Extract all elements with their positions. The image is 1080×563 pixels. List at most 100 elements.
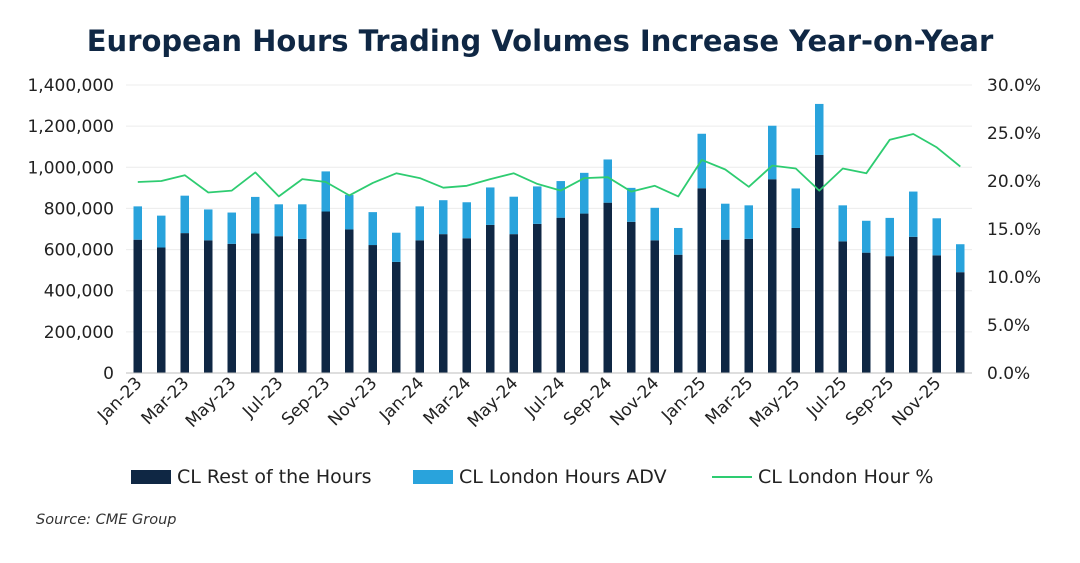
bar-rest <box>556 217 565 373</box>
bar-london <box>157 215 166 248</box>
chart-title: European Hours Trading Volumes Increase … <box>86 24 994 58</box>
x-tick-label: Sep-25 <box>842 373 898 429</box>
bar-london <box>674 227 683 255</box>
bar-rest <box>462 238 471 373</box>
y-axis-left: 0 200,000 400,000 600,000 800,000 1,000,000 1,… <box>27 76 114 384</box>
bars <box>133 103 965 373</box>
bar-london <box>415 206 424 241</box>
bar-london <box>956 244 965 273</box>
bar-rest <box>838 241 847 373</box>
y-right-tick-label: 20.0% <box>987 172 1041 192</box>
bar-london <box>932 218 941 256</box>
bar-london <box>298 204 307 239</box>
y-left-tick-label: 600,000 <box>44 241 114 261</box>
bar-rest <box>909 236 918 373</box>
bar-london <box>462 202 471 239</box>
bar-rest <box>180 233 189 373</box>
bar-london <box>603 159 612 203</box>
bar-london <box>251 196 260 234</box>
bar-rest <box>415 240 424 373</box>
bar-rest <box>274 236 283 373</box>
bar-rest <box>157 247 166 373</box>
y-right-tick-label: 10.0% <box>987 268 1041 288</box>
bar-london <box>180 195 189 234</box>
legend-swatch-pct <box>712 476 752 478</box>
bar-rest <box>251 233 260 373</box>
bar-rest <box>956 272 965 373</box>
x-tick-label: May-23 <box>182 373 240 431</box>
x-axis: Jan-23Mar-23May-23Jul-23Sep-23Nov-23Jan-… <box>93 372 972 432</box>
bar-rest <box>533 223 542 373</box>
x-tick-label: Nov-24 <box>606 373 663 430</box>
x-tick-label: Jan-23 <box>93 373 146 426</box>
bar-london <box>533 186 542 224</box>
bar-rest <box>603 202 612 373</box>
bar-rest <box>791 227 800 373</box>
bar-rest <box>815 154 824 373</box>
pct-line <box>137 133 961 198</box>
bar-rest <box>580 213 589 373</box>
gridlines <box>126 84 972 333</box>
bar-rest <box>321 211 330 373</box>
bar-rest <box>862 252 871 373</box>
bar-rest <box>650 240 659 373</box>
x-tick-label: Jan-25 <box>657 373 710 426</box>
legend-swatch-london <box>413 470 453 484</box>
x-tick-label: Sep-24 <box>560 373 616 429</box>
bar-rest <box>674 254 683 373</box>
bar-rest <box>697 188 706 373</box>
bar-london <box>791 188 800 228</box>
bar-london <box>274 204 283 237</box>
legend-item-london: CL London Hours ADV <box>413 464 667 490</box>
y-right-tick-label: 30.0% <box>987 76 1041 96</box>
bar-london <box>815 103 824 155</box>
y-right-tick-label: 5.0% <box>987 316 1030 336</box>
bar-london <box>909 191 918 237</box>
bar-london <box>486 187 495 225</box>
bar-rest <box>368 245 377 373</box>
legend-swatch-rest <box>131 470 171 484</box>
y-left-tick-label: 1,200,000 <box>27 117 114 137</box>
y-right-tick-label: 25.0% <box>987 124 1041 144</box>
bar-london <box>721 203 730 240</box>
y-axis-right: 0.0% 5.0% 10.0% 15.0% 20.0% 25.0% 30.0% <box>987 76 1041 384</box>
legend: CL Rest of the Hours CL London Hours ADV… <box>0 464 1080 490</box>
legend-item-rest: CL Rest of the Hours <box>131 464 372 490</box>
x-tick-label: Nov-25 <box>888 373 945 430</box>
bar-london <box>392 232 401 262</box>
x-tick-label: Sep-23 <box>278 373 334 429</box>
y-left-tick-label: 1,400,000 <box>27 76 114 96</box>
bar-rest <box>227 243 236 373</box>
bar-london <box>321 171 330 212</box>
x-tick-label: May-24 <box>464 373 522 431</box>
bar-london <box>862 220 871 253</box>
legend-label-london: CL London Hours ADV <box>459 466 667 488</box>
y-left-tick-label: 1,000,000 <box>27 158 114 178</box>
y-right-tick-label: 15.0% <box>987 220 1041 240</box>
bar-london <box>227 212 236 244</box>
legend-label-pct: CL London Hour % <box>758 466 934 488</box>
x-tick-label: Jan-24 <box>375 373 428 426</box>
y-left-tick-label: 0 <box>103 364 114 384</box>
y-left-tick-label: 200,000 <box>44 323 114 343</box>
bar-rest <box>627 221 636 373</box>
bar-rest <box>439 234 448 373</box>
x-tick-label: Nov-23 <box>324 373 381 430</box>
y-left-tick-label: 800,000 <box>44 199 114 219</box>
bar-rest <box>204 240 213 373</box>
bar-london <box>744 205 753 239</box>
bar-rest <box>768 179 777 373</box>
bar-london <box>580 172 589 214</box>
bar-rest <box>509 234 518 373</box>
bar-rest <box>744 238 753 373</box>
bar-rest <box>885 256 894 373</box>
bar-rest <box>486 224 495 373</box>
bar-rest <box>133 239 142 373</box>
legend-item-pct: CL London Hour % <box>712 464 933 490</box>
y-right-tick-label: 0.0% <box>987 364 1030 384</box>
bar-london <box>650 207 659 241</box>
bar-london <box>627 187 636 222</box>
bar-rest <box>392 261 401 373</box>
bar-london <box>345 194 354 230</box>
